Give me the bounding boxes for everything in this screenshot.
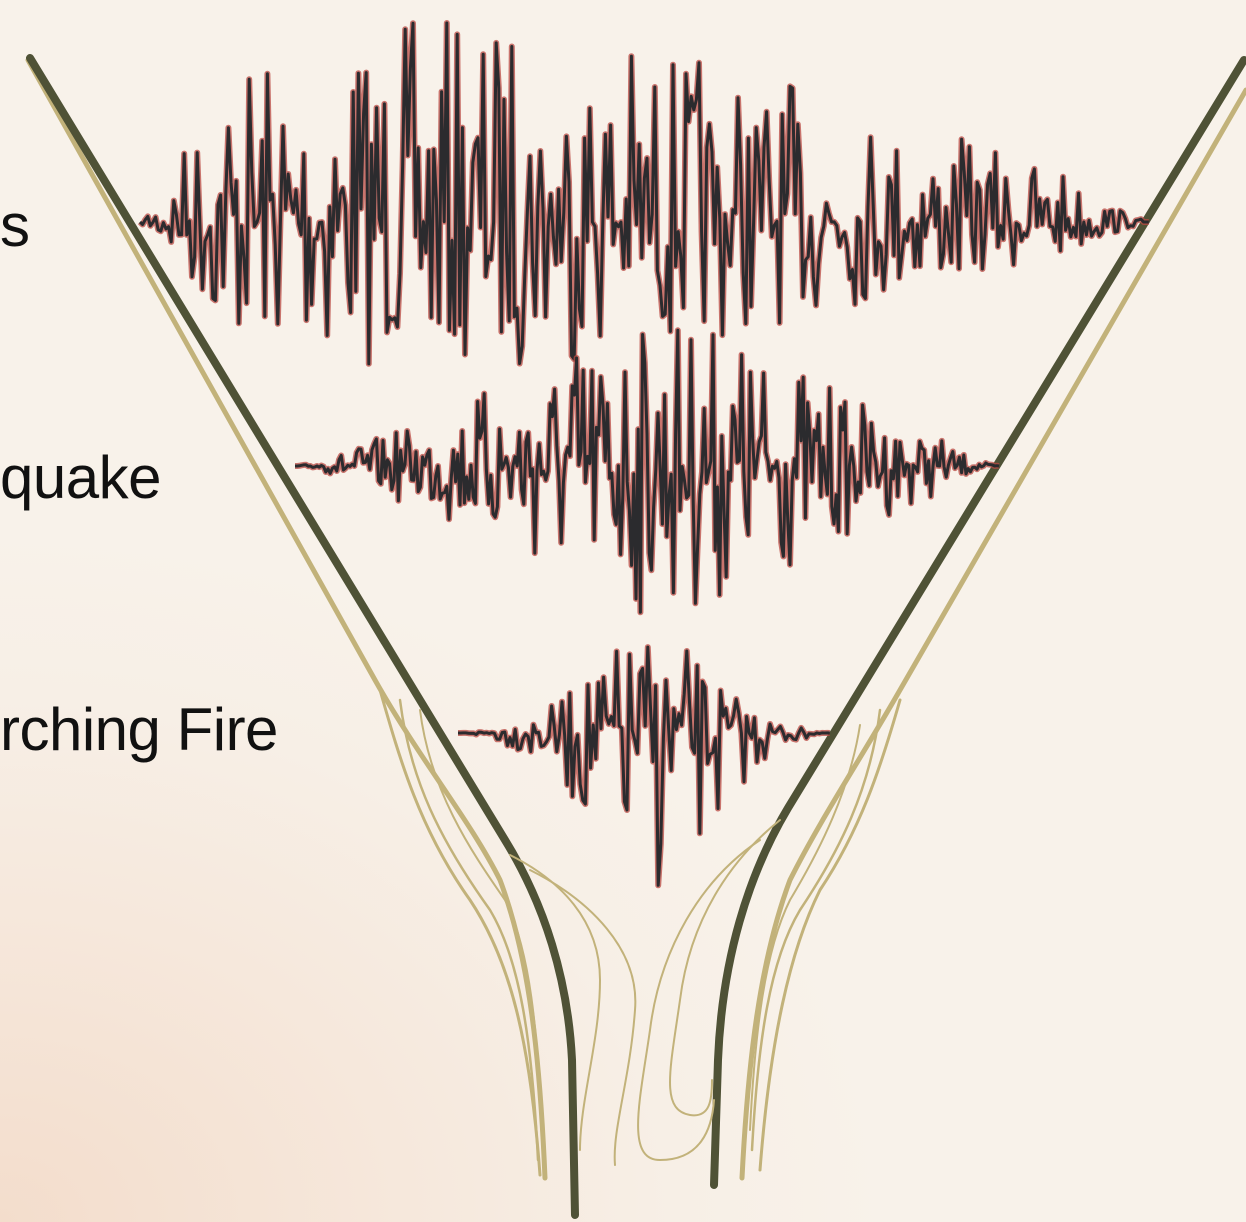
- waveforms: [137, 20, 1150, 889]
- funnel-left-strand: [509, 854, 602, 1151]
- waveform-label-bottom: rching Fire: [0, 696, 278, 763]
- waveform-bottom: [458, 645, 830, 887]
- funnel-right-strand: [749, 724, 861, 1131]
- funnel-left-strand: [378, 688, 542, 1177]
- funnel-shape: [25, 54, 1246, 1219]
- funnel-right-strand: [669, 819, 781, 1117]
- funnel-right-main-line: [710, 56, 1246, 1189]
- waveform-label-top: s: [0, 192, 30, 259]
- funnel-left-strand: [529, 869, 637, 1166]
- funnel-left-strand: [398, 698, 540, 1162]
- waveform-top: [138, 21, 1149, 366]
- funnel-right-strand: [750, 708, 882, 1152]
- funnel-right-outer-strand: [739, 87, 1246, 1181]
- funnel-right-strand: [758, 698, 902, 1172]
- funnel-left-strand: [419, 709, 543, 1141]
- waveform-middle: [295, 328, 1000, 614]
- waveform-label-middle: quake: [0, 444, 161, 511]
- funnel-right-strand: [637, 839, 761, 1162]
